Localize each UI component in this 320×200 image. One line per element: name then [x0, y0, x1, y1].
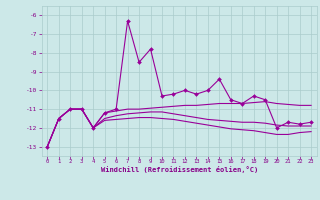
X-axis label: Windchill (Refroidissement éolien,°C): Windchill (Refroidissement éolien,°C)	[100, 166, 258, 173]
